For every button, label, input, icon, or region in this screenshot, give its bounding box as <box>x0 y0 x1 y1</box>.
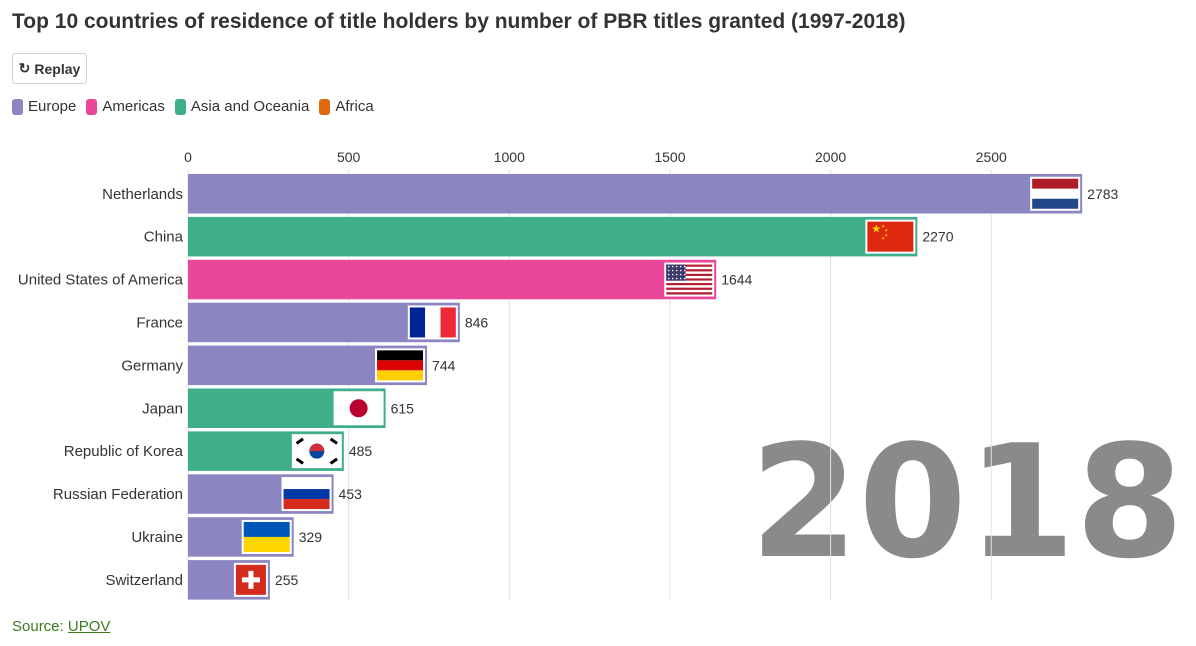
bar-group: Russian Federation 453 <box>53 474 362 514</box>
legend-label: Europe <box>28 98 77 115</box>
value-label: 615 <box>391 400 415 416</box>
svg-text:★: ★ <box>881 236 885 241</box>
category-label: Ukraine <box>131 529 183 546</box>
chart-title: Top 10 countries of residence of title h… <box>12 10 906 33</box>
legend-item-asia-and-oceania[interactable]: Asia and Oceania <box>174 98 310 115</box>
svg-text:★: ★ <box>884 228 888 233</box>
category-label: Russian Federation <box>53 486 183 503</box>
switzerland-flag-icon <box>233 562 268 597</box>
value-label: 846 <box>465 314 489 330</box>
germany-flag-icon <box>375 348 426 383</box>
legend-swatch <box>86 98 98 115</box>
value-label: 2783 <box>1087 186 1118 202</box>
legend-label: Africa <box>335 98 374 115</box>
category-label: China <box>144 229 184 246</box>
legend-swatch <box>174 98 186 115</box>
legend-label: Asia and Oceania <box>190 98 310 115</box>
svg-text:★: ★ <box>881 224 885 229</box>
category-label: Japan <box>142 400 183 417</box>
source-link[interactable]: UPOV <box>67 618 111 635</box>
source-prefix: Source: <box>12 618 68 635</box>
category-label: Germany <box>121 357 183 374</box>
bar-group: Republic of Korea 485 <box>64 431 373 471</box>
value-label: 329 <box>299 529 323 545</box>
legend-swatch <box>12 98 23 115</box>
x-tick-label: 500 <box>337 149 361 165</box>
value-label: 744 <box>432 357 456 373</box>
replay-button[interactable]: ↻ Replay <box>12 53 87 84</box>
value-label: 2270 <box>922 229 953 245</box>
bar-group: United States of America 1644 <box>18 259 753 300</box>
bar <box>188 174 1083 214</box>
france-flag-icon <box>407 305 458 340</box>
netherlands-flag-icon <box>1030 176 1081 211</box>
ukraine-flag-icon <box>241 519 292 554</box>
russia-flag-icon <box>281 477 332 512</box>
korea-flag-icon <box>291 434 342 469</box>
bar-group: Japan 615 <box>142 388 415 428</box>
bar-group: China ★ ★★★★ 2270 <box>144 216 954 257</box>
svg-text:★: ★ <box>884 233 888 238</box>
legend-item-europe[interactable]: Europe <box>12 98 76 115</box>
value-label: 485 <box>349 443 373 459</box>
bar-group: Germany 744 <box>121 345 456 386</box>
china-flag-icon: ★ ★★★★ <box>865 219 916 254</box>
category-label: Republic of Korea <box>64 443 184 460</box>
category-label: United States of America <box>18 272 184 289</box>
category-label: Netherlands <box>102 186 183 203</box>
bar <box>188 259 717 300</box>
bar <box>188 216 918 257</box>
bar-group: Netherlands 2783 <box>102 174 1119 214</box>
value-label: 453 <box>339 486 363 502</box>
x-tick-label: 2000 <box>815 149 846 165</box>
year-label: 2018 <box>750 411 1184 593</box>
bar-group: Switzerland 255 <box>105 560 299 600</box>
japan-flag-icon <box>333 391 384 426</box>
svg-text:★: ★ <box>871 224 881 236</box>
legend-label: Americas <box>102 98 165 115</box>
category-label: France <box>136 314 183 331</box>
usa-flag-icon <box>664 262 715 297</box>
bar-group: Ukraine 329 <box>131 517 322 557</box>
value-label: 255 <box>275 572 299 588</box>
bar-group: France 846 <box>136 302 489 343</box>
source-note: Source: UPOV <box>12 618 110 635</box>
x-tick-label: 2500 <box>976 149 1007 165</box>
replay-label: Replay <box>34 60 81 77</box>
x-tick-label: 1000 <box>494 149 525 165</box>
category-label: Switzerland <box>105 572 183 589</box>
legend-item-americas[interactable]: Americas <box>86 98 165 115</box>
legend-swatch <box>319 98 331 115</box>
x-tick-label: 0 <box>184 149 192 165</box>
replay-icon: ↻ <box>18 60 31 76</box>
value-label: 1644 <box>721 272 752 288</box>
legend: Europe Americas Asia and Oceania Africa <box>12 98 374 115</box>
x-tick-label: 1500 <box>654 149 685 165</box>
legend-item-africa[interactable]: Africa <box>319 98 374 115</box>
